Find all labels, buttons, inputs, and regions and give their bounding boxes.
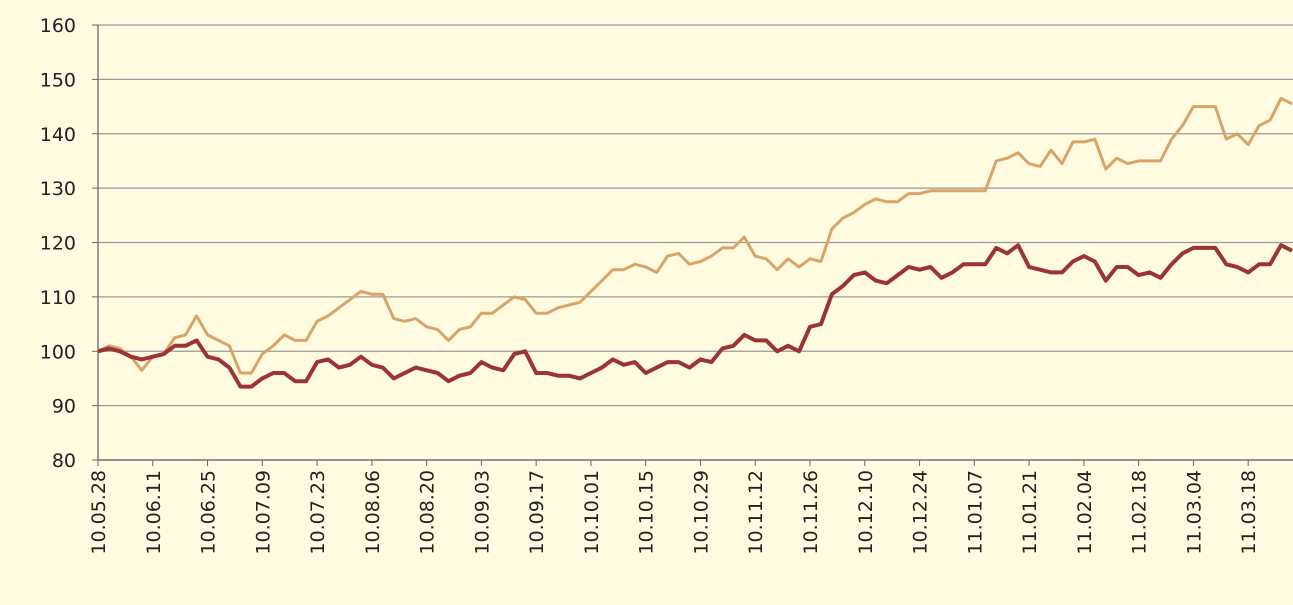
x-tick-label: 10.07.23 (307, 470, 329, 555)
x-tick-label: 10.09.17 (526, 470, 548, 555)
x-tick-label: 10.11.12 (745, 470, 767, 555)
x-tick-label: 10.06.25 (198, 470, 220, 555)
y-tick-label: 130 (40, 178, 76, 200)
x-tick-label: 10.08.06 (362, 470, 384, 555)
x-tick-label: 10.10.29 (690, 470, 712, 555)
x-tick-label: 10.12.24 (910, 470, 932, 555)
y-tick-label: 110 (40, 287, 76, 309)
series-line (97, 243, 1293, 389)
x-tick-label: 11.03.18 (1238, 470, 1260, 555)
y-tick-label: 80 (52, 450, 76, 472)
y-tick-label: 140 (40, 124, 76, 146)
x-tick-label: 10.07.09 (252, 470, 274, 555)
x-tick-label: 10.12.10 (855, 470, 877, 555)
x-tick-label: 10.09.03 (471, 470, 493, 555)
x-tick-label: 10.05.28 (88, 470, 110, 555)
x-tick-label: 10.10.15 (636, 470, 658, 555)
y-tick-label: 100 (40, 341, 76, 363)
y-tick-label: 120 (40, 233, 76, 255)
x-tick-label: 10.10.01 (581, 470, 603, 555)
x-tick-label: 10.11.26 (800, 470, 822, 555)
y-tick-label: 160 (40, 15, 76, 37)
x-tick-label: 11.03.04 (1183, 470, 1205, 555)
x-tick-label: 10.08.20 (417, 470, 439, 555)
x-tick-label: 11.01.21 (1019, 470, 1041, 555)
x-tick-label: 11.02.18 (1129, 470, 1151, 555)
y-tick-label: 150 (40, 69, 76, 91)
x-tick-label: 11.01.07 (964, 470, 986, 555)
x-tick-label: 10.06.11 (143, 470, 165, 555)
x-tick-label: 11.02.04 (1074, 470, 1096, 555)
series-line (97, 96, 1293, 375)
y-tick-label: 90 (52, 396, 76, 418)
